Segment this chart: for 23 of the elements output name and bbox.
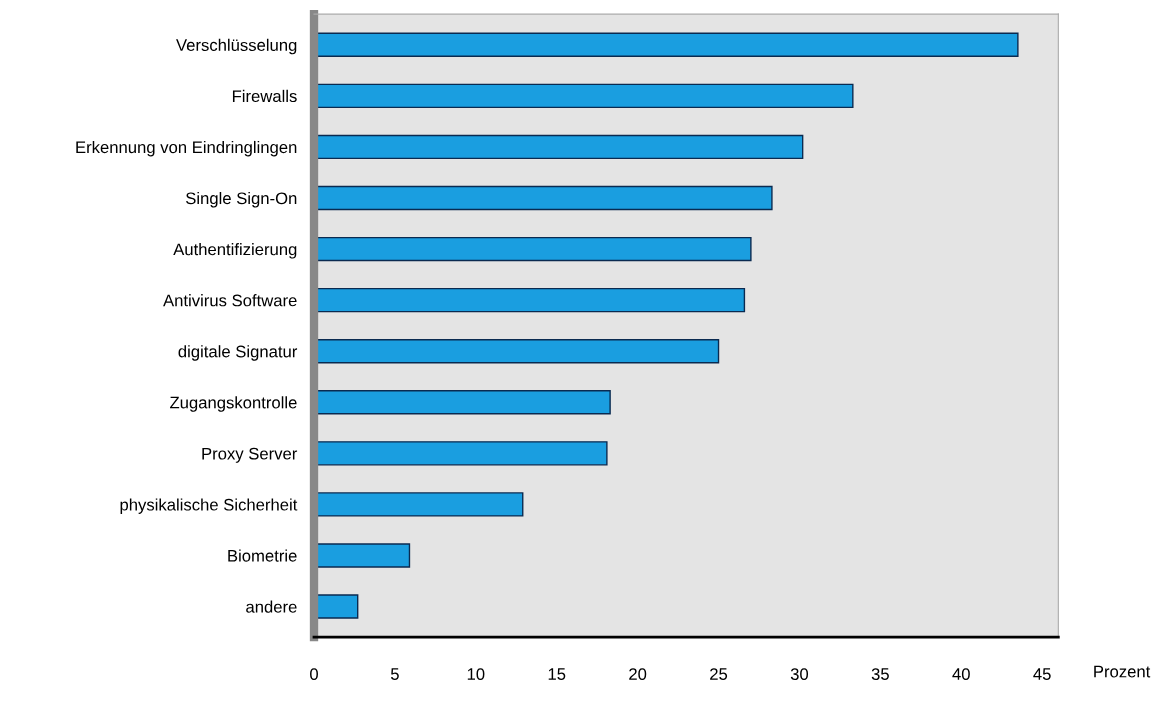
y-tick-label: physikalische Sicherheit [120, 498, 298, 514]
x-tick-label: 45 [1033, 668, 1051, 680]
y-tick-label: Proxy Server [202, 447, 298, 463]
y-tick-label: digitale Signatur [178, 345, 298, 361]
y-tick-label: andere [246, 600, 297, 613]
y-tick-label: Single Sign-On [186, 191, 297, 208]
x-tick-label: 15 [548, 668, 566, 680]
x-tick-label: 10 [467, 668, 485, 680]
x-tick-label: 35 [871, 668, 889, 680]
y-tick-label: Verschlüsselung [176, 38, 297, 55]
x-tick-label: 5 [390, 668, 399, 680]
y-tick-label: Firewalls [232, 89, 297, 103]
y-tick-label: Biometrie [228, 549, 297, 562]
x-axis-title: Prozent [1094, 665, 1151, 678]
y-tick-label: Antivirus Software [163, 294, 297, 307]
x-tick-label: 40 [952, 668, 970, 680]
y-tick-label: Erkennung von Eindringlingen [76, 140, 297, 157]
x-tick-label: 0 [310, 668, 318, 680]
y-tick-label: Zugangskontrolle [170, 396, 297, 412]
x-tick-label: 25 [710, 668, 728, 680]
x-tick-label: 30 [790, 668, 809, 680]
y-tick-label: Authentifizierung [173, 243, 297, 259]
x-tick-label: 20 [629, 668, 647, 680]
